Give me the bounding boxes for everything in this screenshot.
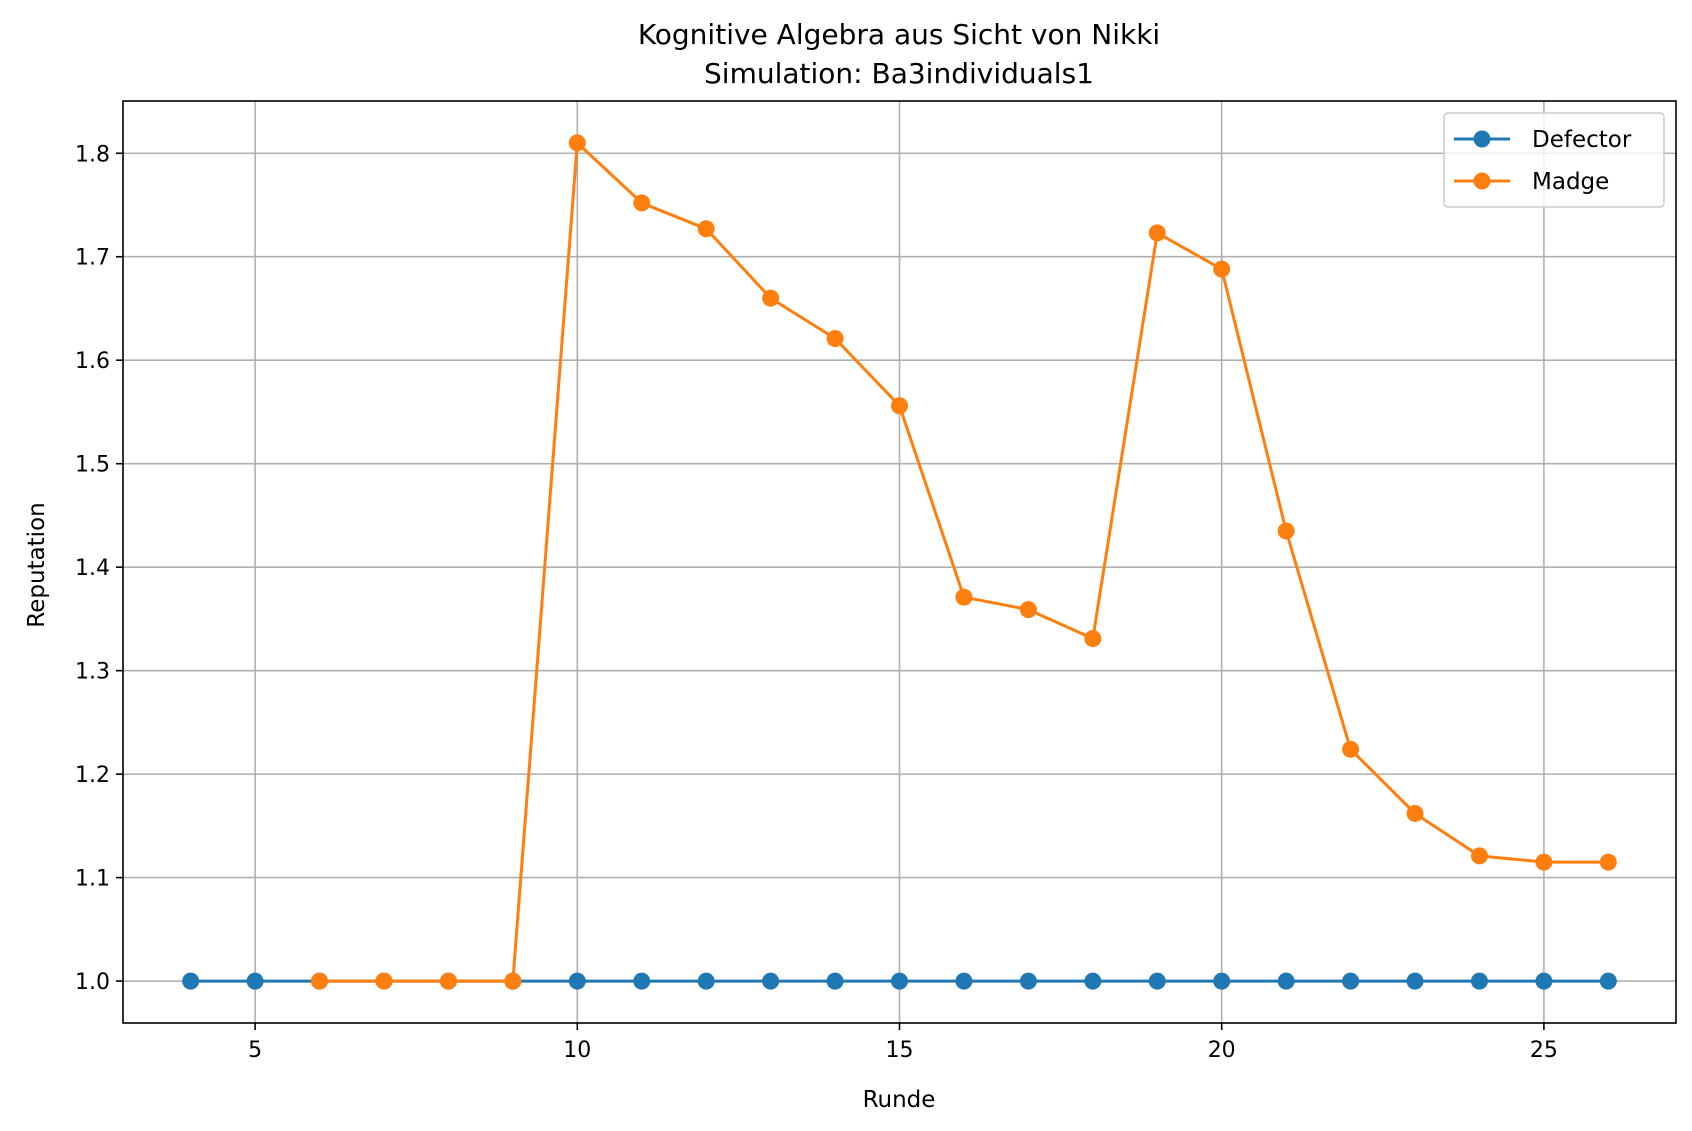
data-point-defector [1148,972,1166,990]
y-tick-label: 1.6 [75,349,110,374]
data-point-madge [633,194,651,212]
y-tick-label: 1.0 [75,970,110,995]
data-point-defector [1342,972,1360,990]
data-point-defector [182,972,200,990]
data-point-madge [568,134,586,152]
legend-swatch-marker [1473,130,1491,148]
legend-swatch-marker [1473,172,1491,190]
x-tick-label: 20 [1208,1038,1236,1063]
chart-subtitle: Simulation: Ba3individuals1 [704,57,1094,90]
legend-box [1443,112,1665,208]
data-point-defector [246,972,264,990]
data-point-madge [504,972,522,990]
data-point-defector [762,972,780,990]
data-point-defector [633,972,651,990]
legend: Defector Madge [1443,112,1665,208]
data-point-madge [1406,804,1424,822]
data-point-madge [826,329,844,347]
data-point-defector [891,972,908,990]
data-point-defector [1019,972,1037,990]
data-point-defector [1277,972,1295,990]
legend-label: Madge [1532,169,1609,195]
data-point-defector [697,972,715,990]
data-point-madge [1599,853,1617,871]
data-point-defector [1535,972,1553,990]
data-point-madge [1277,522,1295,540]
data-point-madge [1213,260,1231,278]
data-point-madge [311,972,329,990]
legend-label: Defector [1532,127,1632,153]
chart-title: Kognitive Algebra aus Sicht von Nikki [638,18,1160,51]
data-point-defector [826,972,844,990]
data-point-madge [891,397,908,415]
data-point-defector [1406,972,1424,990]
data-point-madge [1148,224,1166,242]
series-group [182,134,1617,990]
y-tick-label: 1.8 [75,142,110,167]
legend-item-madge: Madge [1454,169,1609,195]
data-point-defector [1213,972,1231,990]
y-axis-label: Reputation [24,502,50,627]
x-axis-label: Runde [863,1087,936,1113]
data-point-defector [568,972,586,990]
data-point-madge [1470,847,1488,865]
legend-item-defector: Defector [1454,127,1632,153]
y-tick-label: 1.3 [75,660,110,685]
data-point-madge [1084,630,1102,648]
y-tick-label: 1.2 [75,763,110,788]
data-point-madge [955,588,973,606]
data-point-madge [1019,601,1037,619]
data-point-madge [762,289,780,307]
data-point-madge [1535,853,1553,871]
y-tick-label: 1.7 [75,246,110,271]
x-tick-label: 5 [248,1038,262,1063]
x-tick-label: 10 [563,1038,591,1063]
axis-ticks: 5 10 15 20 25 1.0 1.1 1.2 1.3 1.4 1.5 1.6 1.7 1.8 [75,142,1558,1063]
data-point-defector [1084,972,1102,990]
data-point-defector [1599,972,1617,990]
y-tick-label: 1.5 [75,453,110,478]
data-point-defector [1470,972,1488,990]
data-point-madge [375,972,393,990]
x-tick-label: 25 [1530,1038,1558,1063]
data-point-defector [955,972,973,990]
series-madge [311,134,1617,990]
data-point-madge [439,972,457,990]
y-tick-label: 1.1 [75,867,110,892]
y-tick-label: 1.4 [75,556,110,581]
data-point-madge [1342,740,1360,758]
data-point-madge [697,220,715,238]
x-tick-label: 15 [886,1038,914,1063]
